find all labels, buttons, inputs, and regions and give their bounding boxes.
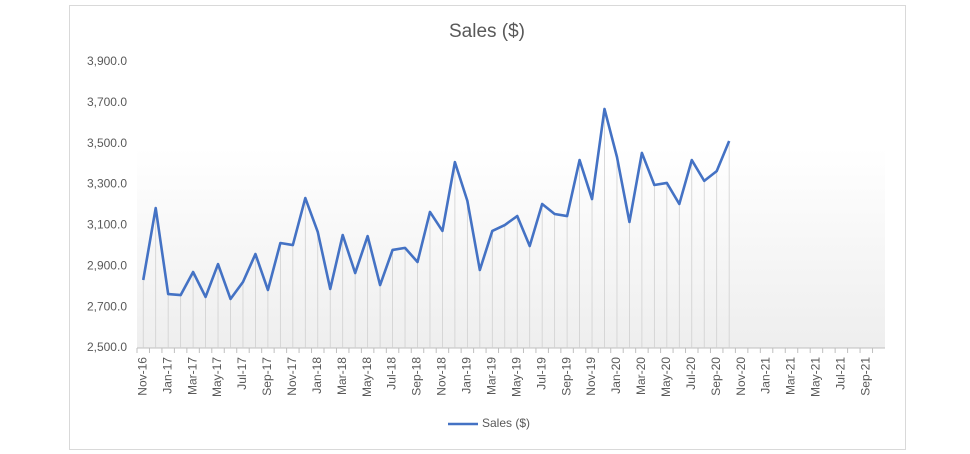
x-tick-label: Mar-17: [185, 357, 199, 395]
x-tick-label: Nov-18: [435, 357, 449, 396]
x-tick-label: Jan-20: [609, 357, 623, 394]
y-tick-label: 3,900.0: [87, 54, 127, 68]
x-tick-label: Nov-17: [285, 357, 299, 396]
x-tick-label: Sep-19: [559, 357, 573, 396]
legend-label: Sales ($): [482, 416, 530, 430]
x-tick-label: Sep-17: [260, 357, 274, 396]
x-tick-label: May-21: [809, 357, 823, 397]
x-tick-label: Sep-21: [858, 357, 872, 396]
x-tick-label: Jan-18: [310, 357, 324, 394]
y-tick-label: 3,300.0: [87, 177, 127, 191]
x-tick-label: May-20: [659, 357, 673, 397]
x-tick-label: Nov-16: [135, 357, 149, 396]
x-tick-label: Jan-19: [460, 357, 474, 394]
chart-title: Sales ($): [449, 21, 525, 42]
series-line: [141, 107, 731, 301]
x-tick-label: May-17: [210, 357, 224, 397]
y-tick-label: 3,500.0: [87, 136, 127, 150]
x-tick-label: Jul-20: [684, 357, 698, 390]
x-tick-label: Jul-19: [534, 357, 548, 390]
x-tick-label: Mar-18: [335, 357, 349, 395]
x-tick-label: Mar-20: [634, 357, 648, 395]
x-tick-label: Jul-18: [385, 357, 399, 390]
x-tick-label: Nov-20: [734, 357, 748, 396]
x-tick-label: Sep-20: [709, 357, 723, 396]
y-tick-label: 3,700.0: [87, 95, 127, 109]
y-tick-label: 2,900.0: [87, 258, 127, 272]
y-tick-label: 3,100.0: [87, 218, 127, 232]
y-tick-label: 2,700.0: [87, 299, 127, 313]
x-tick-label: Jan-17: [160, 357, 174, 394]
x-tick-label: Sep-18: [410, 357, 424, 396]
plot-area: [137, 62, 885, 348]
x-tick-label: May-19: [509, 357, 523, 397]
x-tick-label: May-18: [360, 357, 374, 397]
x-tick-label: Jul-17: [235, 357, 249, 390]
x-tick-label: Nov-19: [584, 357, 598, 396]
y-tick-label: 2,500.0: [87, 340, 127, 354]
x-tick-label: Mar-21: [784, 357, 798, 395]
x-tick-label: Jul-21: [834, 357, 848, 390]
x-tick-label: Jan-21: [759, 357, 773, 394]
x-tick-label: Mar-19: [484, 357, 498, 395]
